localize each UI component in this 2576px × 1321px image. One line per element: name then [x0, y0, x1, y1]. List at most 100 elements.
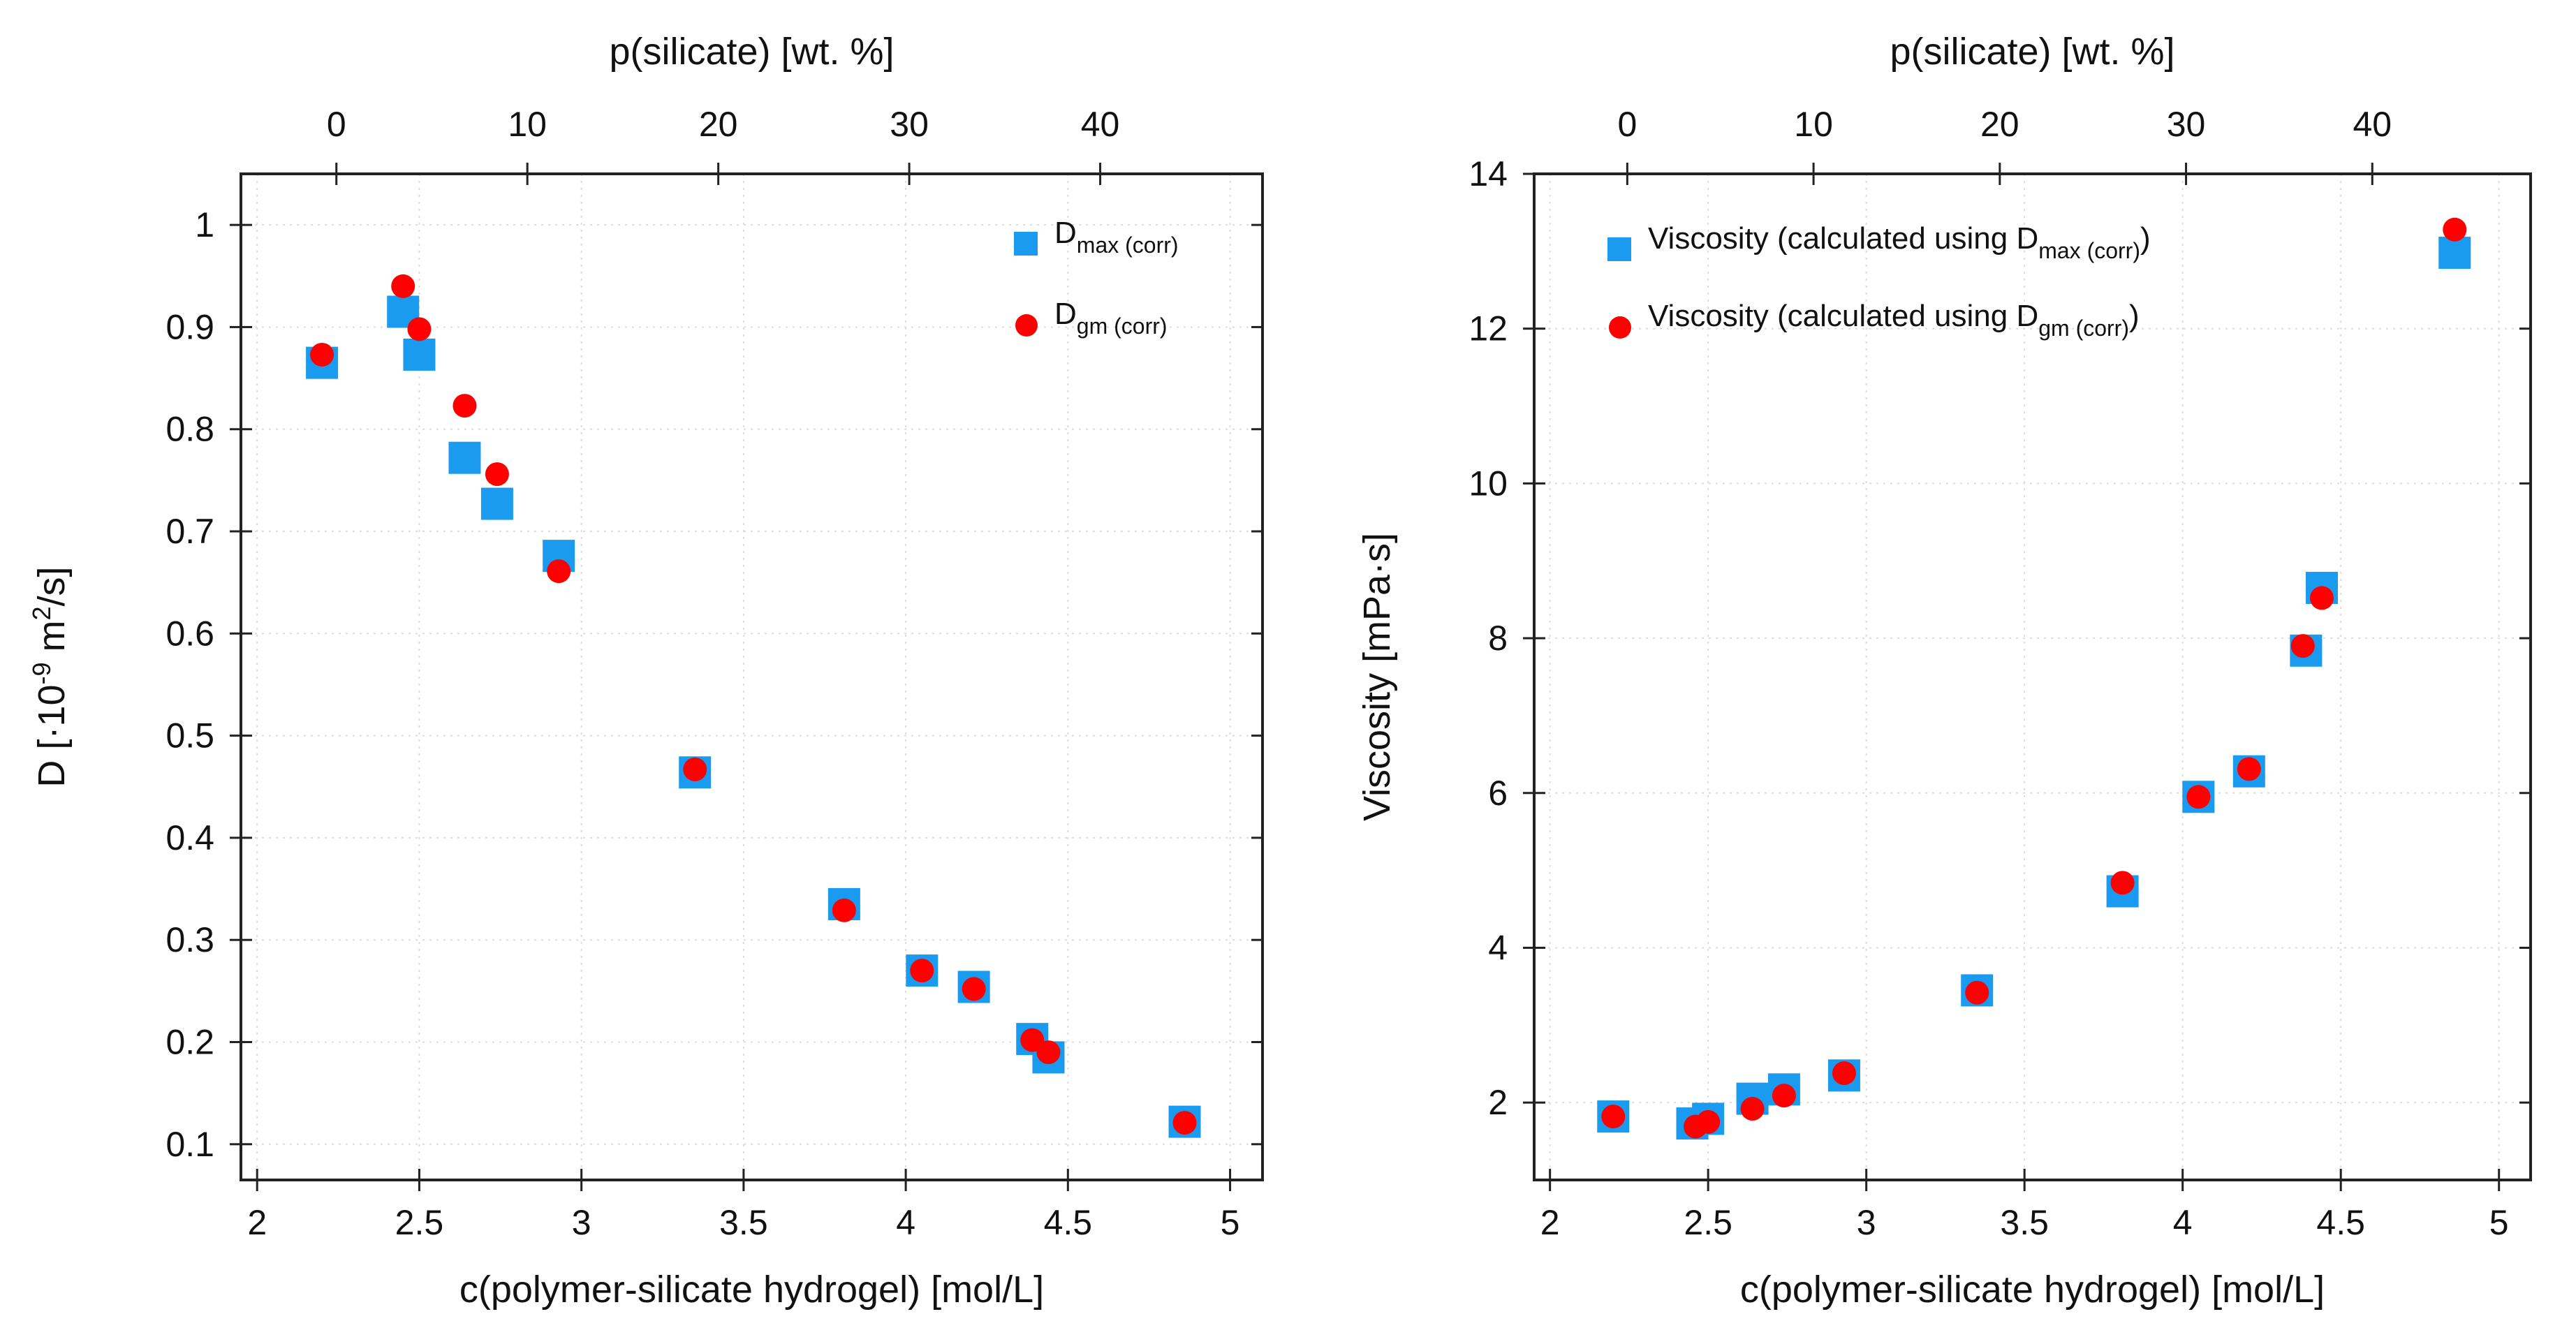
circle-marker — [2310, 586, 2334, 610]
y-tick-label: 14 — [1469, 154, 1508, 193]
y-tick-label: 8 — [1488, 619, 1508, 658]
circle-marker — [1172, 1111, 1197, 1135]
x2-tick-label: 20 — [699, 105, 738, 144]
x2-axis-title: p(silicate) [wt. %] — [1890, 31, 2174, 73]
y-tick-label: 0.7 — [165, 512, 214, 551]
y-axis-title-part: m — [31, 620, 73, 662]
circle-marker — [962, 977, 986, 1001]
x-tick-label: 5 — [1221, 1203, 1240, 1242]
x-axis-title: c(polymer-silicate hydrogel) [mol/L] — [459, 1269, 1044, 1311]
plot-frame — [1533, 172, 2532, 1181]
y-tick-label: 0.4 — [165, 818, 214, 857]
x-tick-label: 5 — [2489, 1203, 2509, 1242]
circle-marker — [1832, 1061, 1856, 1086]
y-tick-label: 2 — [1488, 1083, 1508, 1122]
y-tick-label: 0.6 — [165, 614, 214, 653]
x2-tick-label: 0 — [327, 105, 346, 144]
y-tick-label: 0.9 — [165, 307, 214, 346]
circle-marker — [1036, 1040, 1061, 1065]
y-axis-title-superscript: -9 — [27, 662, 56, 684]
y-axis-title-part: D [·10 — [31, 685, 73, 788]
x2-tick-label: 40 — [1081, 105, 1120, 144]
x-tick-label: 2 — [247, 1203, 267, 1242]
legend-entry-main: D — [1054, 297, 1077, 331]
legend-entry: Dmax (corr) — [1054, 216, 1179, 258]
circle-marker — [832, 898, 856, 922]
legend-entry-subscript: gm (corr) — [1077, 313, 1168, 339]
circle-marker — [1772, 1084, 1796, 1108]
circle-marker — [2186, 785, 2211, 809]
y-axis-title: D [·10-9 m2/s] — [27, 566, 73, 787]
circle-marker — [1696, 1109, 1721, 1134]
y-tick-label: 1 — [195, 205, 214, 244]
x2-tick-label: 40 — [2353, 105, 2392, 144]
circle-marker — [2443, 217, 2467, 242]
legend-entry-subscript: gm (corr) — [2038, 316, 2129, 341]
y-tick-label: 0.8 — [165, 410, 214, 449]
x2-tick-label: 30 — [890, 105, 929, 144]
legend-entry: Viscosity (calculated using Dmax (corr)) — [1648, 221, 2151, 263]
x2-tick-label: 0 — [1617, 105, 1637, 144]
legend-circle-marker — [1609, 316, 1631, 339]
square-marker — [448, 441, 481, 474]
x-tick-label: 4 — [896, 1203, 915, 1242]
x2-axis-title: p(silicate) [wt. %] — [609, 31, 894, 73]
circle-marker — [391, 274, 415, 298]
y-axis-title-superscript: 2 — [27, 606, 56, 620]
circle-marker — [2290, 634, 2315, 658]
circle-marker — [407, 317, 432, 341]
square-marker — [403, 338, 436, 371]
x2-tick-label: 30 — [2167, 105, 2206, 144]
x2-tick-label: 10 — [1794, 105, 1833, 144]
legend-square-marker — [1014, 232, 1038, 256]
y-tick-label: 0.2 — [165, 1023, 214, 1062]
y-tick-label: 6 — [1488, 774, 1508, 813]
circle-marker — [1740, 1097, 1765, 1121]
square-marker — [480, 487, 513, 520]
x-tick-label: 3.5 — [2000, 1203, 2049, 1242]
circle-marker — [2237, 757, 2261, 781]
x-tick-label: 2.5 — [395, 1203, 444, 1242]
y-axis-title-part: Viscosity [mPa·s] — [1356, 533, 1398, 821]
circle-marker — [452, 394, 477, 418]
legend-square-marker — [1607, 237, 1631, 261]
legend-entry-subscript: max (corr) — [1077, 233, 1179, 258]
legend-entry-main: Viscosity (calculated using D — [1648, 299, 2038, 333]
x-tick-label: 4.5 — [1044, 1203, 1093, 1242]
left-chart-panel: 2 2.5 3 3.5 4 4.5 5 0.1 0.2 0.3 0.4 0.5 0.6 0.7 0.8 0.9… — [27, 31, 1264, 1311]
circle-marker — [1601, 1105, 1626, 1129]
right-chart-panel: 2 2.5 3 3.5 4 4.5 5 2 4 6 8 10 12 14 0 10 20 30 40 c(polyme… — [1356, 31, 2532, 1311]
legend-entry-end: ) — [2140, 221, 2151, 256]
circle-marker — [1965, 980, 1989, 1005]
legend-entry: Dgm (corr) — [1054, 297, 1168, 339]
plot-frame — [240, 172, 1264, 1181]
circle-marker — [547, 559, 571, 584]
y-tick-label: 0.5 — [165, 716, 214, 755]
y-tick-label: 0.3 — [165, 920, 214, 959]
x-tick-label: 3 — [1857, 1203, 1876, 1242]
legend-entry-end: ) — [2129, 299, 2140, 333]
legend-entry: Viscosity (calculated using Dgm (corr)) — [1648, 299, 2140, 341]
x-tick-label: 3 — [572, 1203, 591, 1242]
circle-marker — [910, 959, 934, 983]
legend-entry-subscript: max (corr) — [2038, 238, 2140, 263]
x-tick-label: 4.5 — [2316, 1203, 2365, 1242]
x2-tick-label: 10 — [508, 105, 547, 144]
x-axis-title: c(polymer-silicate hydrogel) [mol/L] — [1740, 1269, 2325, 1311]
x-tick-label: 4 — [2173, 1203, 2193, 1242]
x-tick-label: 3.5 — [719, 1203, 768, 1242]
circle-marker — [1020, 1028, 1045, 1052]
circle-marker — [485, 462, 509, 487]
legend-entry-main: D — [1054, 216, 1077, 250]
y-axis-title: Viscosity [mPa·s] — [1356, 533, 1398, 821]
square-marker — [2438, 237, 2471, 270]
y-tick-label: 10 — [1469, 464, 1508, 503]
circle-marker — [683, 757, 707, 781]
legend-entry-main: Viscosity (calculated using D — [1648, 221, 2038, 256]
x-tick-label: 2 — [1540, 1203, 1560, 1242]
x2-tick-label: 20 — [1980, 105, 2019, 144]
circle-marker — [2110, 871, 2135, 895]
circle-marker — [310, 342, 334, 367]
x-tick-label: 2.5 — [1684, 1203, 1732, 1242]
